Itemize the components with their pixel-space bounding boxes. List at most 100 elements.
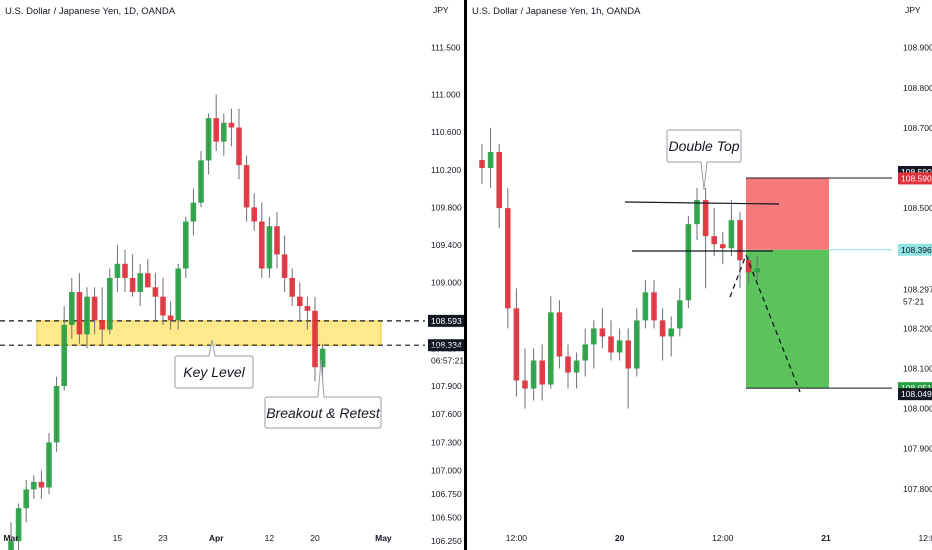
left-y-tick-6: 109.000 [431,278,462,288]
left-y-tick-12: 106.750 [431,489,462,499]
daily-candle-body-40 [312,310,318,368]
left-y-tick-3: 110.200 [431,165,461,175]
key-level-callout-text: Key Level [183,364,245,380]
right-price-tag-2: 108.396 [901,245,932,255]
right-x-tick-0: 12:00 [506,533,528,543]
breakout-callout-text: Breakout & Retest [266,405,381,421]
daily-candle-body-14 [114,263,121,278]
left-candles [0,94,425,550]
left-y-tick-5: 109.400 [431,240,462,250]
left-chart-title: U.S. Dollar / Japanese Yen, 1D, OANDA [5,6,176,17]
right-candles [479,127,760,409]
daily-candle-body-19 [152,287,159,297]
daily-candle-body-28 [221,122,227,142]
hourly-candle-body-19 [642,292,649,321]
left-y-tick-8: 107.900 [431,381,462,391]
daily-candle-body-5 [46,442,52,488]
daily-candle-body-9 [76,292,83,335]
hourly-candle-body-21 [659,320,666,337]
daily-candle-body-20 [160,296,166,316]
hourly-candle-body-10 [565,356,571,373]
daily-candle-body-25 [198,160,204,203]
daily-candle-body-2 [23,489,29,509]
hourly-candle-body-14 [599,328,606,337]
hourly-candle-body-29 [728,220,735,249]
hourly-candle-body-12 [582,344,588,361]
right-y-tick-9: 107.900 [903,444,932,454]
left-x-tick-5: 20 [310,533,320,543]
left-x-tick-3: Apr [209,533,224,543]
daily-candle-body-10 [84,296,90,335]
hourly-candle-body-16 [616,340,623,353]
right-y-tick-1: 108.800 [903,83,932,93]
daily-candle-body-37 [289,277,295,297]
right-countdown: 57:21 [903,297,925,307]
daily-candle-body-35 [274,226,280,255]
hourly-candle-body-30 [737,220,743,261]
hourly-candle-body-20 [651,292,657,321]
hourly-candle-body-9 [556,312,563,357]
left-price-tag-bg-1 [428,339,464,352]
breakout-callout-box [264,359,382,429]
right-y-tick-10: 107.800 [903,484,932,494]
left-x-tick-2: 23 [158,533,168,543]
right-price-tag-0: 108.590 [901,167,932,177]
daily-candle-body-30 [236,127,242,166]
hourly-candle-body-1 [487,151,494,168]
right-price-tag-bg-2 [898,243,932,256]
left-x-tick-0: Mar [3,533,19,543]
right-currency-label: JPY [905,5,921,15]
left-y-tick-2: 110.600 [431,127,461,137]
left-y-tick-0: 111.500 [431,43,461,53]
daily-candle-body-26 [205,118,212,161]
hourly-candle-body-7 [539,360,545,385]
left-y-tick-4: 109.800 [431,202,462,212]
daily-candle-body-36 [281,254,288,278]
hourly-candle-body-26 [702,200,709,237]
left-x-axis: Mar 15 23 Apr 12 20 May [3,533,391,543]
hourly-candle-body-13 [591,328,597,345]
daily-candle-body-11 [91,296,98,321]
daily-candle-body-23 [183,221,189,269]
daily-candle-body-15 [122,263,128,278]
right-price-tag-bg-1 [898,172,932,185]
hourly-candle-body-2 [496,151,502,209]
hourly-candle-body-23 [677,300,683,329]
hourly-candle-body-32 [754,268,760,273]
hourly-candle-body-18 [634,320,640,369]
daily-candle-body-22 [175,268,181,321]
hourly-candle-body-17 [625,340,631,369]
take-profit-zone [746,249,829,389]
right-y-axis: 108.900108.800108.700108.595108.500108.2… [898,43,932,494]
hourly-candle-body-3 [505,208,511,309]
left-x-tick-6: May [375,533,392,543]
hourly-candle-body-31 [745,260,752,273]
daily-candle-body-4 [38,481,45,488]
hourly-candle-body-8 [548,312,554,385]
left-y-axis: 111.500 111.000 110.600 110.200 109.800 109.4… [428,43,464,546]
left-y-tick-11: 107.000 [431,466,462,476]
double-top-line-upper [624,201,780,205]
daily-candle-body-34 [266,226,273,269]
daily-candle-body-13 [107,277,113,330]
daily-candle-body-6 [53,386,60,443]
left-price-tag-0: 108.593 [431,316,462,326]
daily-candle-body-3 [31,481,37,490]
left-y-tick-1: 111.000 [431,90,461,100]
left-annotations: Key Level Breakout & Retest [174,339,382,429]
daily-candle-body-21 [167,315,174,321]
left-y-tick-14: 106.250 [431,536,462,546]
right-x-tick-2: 12:00 [712,533,734,543]
right-x-tick-3: 21 [821,533,831,543]
daily-candle-body-39 [304,306,311,311]
hourly-candle-body-28 [720,244,726,249]
right-price-tag-4: 108.049 [901,389,932,399]
daily-candle-body-33 [259,221,265,269]
left-y-tick-10: 107.300 [431,437,462,447]
right-y-tick-4: 108.500 [903,203,932,213]
left-price-tag-1: 108.334 [431,340,462,350]
daily-candle-body-0 [8,541,14,550]
right-price-tag-3: 108.051 [901,383,932,393]
double-top-callout-box [666,129,742,191]
